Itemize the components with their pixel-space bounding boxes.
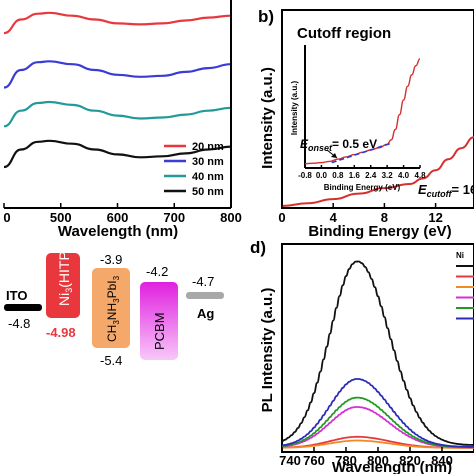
panel-a-series-line <box>3 100 232 128</box>
inset-ylabel: Intensity (a.u.) <box>290 81 299 136</box>
panel-b-x-ticks: 0 4 8 12 <box>278 203 443 225</box>
pcbm-label: PCBM <box>152 312 167 350</box>
ito-level <box>4 304 42 311</box>
panel-a-tick-label: 600 <box>107 210 129 225</box>
perovskite-label: CH3NH3PbI3 <box>105 275 121 342</box>
panel-d-x-ticks: 740 760 780 800 820 840 <box>279 447 453 468</box>
panel-a-x-ticks: 0 500 600 700 800 <box>3 203 242 225</box>
panel-b-tick-label: 8 <box>381 210 388 225</box>
panel-a-curves <box>3 11 232 169</box>
panel-b-label: b) <box>258 7 274 26</box>
panel-a-tick-label: 700 <box>163 210 185 225</box>
panel-a-legend-label: 30 nm <box>192 156 224 168</box>
nihitp-box <box>46 253 80 318</box>
ag-level <box>186 292 224 299</box>
inset-tick-label: 0.0 <box>316 171 328 180</box>
panel-d-frame <box>281 243 474 453</box>
panel-d-tick-label: 840 <box>431 453 453 468</box>
inset-onset-fit-line <box>331 142 392 164</box>
panel-d-tick-label: 780 <box>335 453 357 468</box>
inset-xlabel: Binding Energy (eV) <box>324 183 401 192</box>
ag-label: Ag <box>197 306 214 321</box>
panel-b-xlabel: Binding Energy (eV) <box>308 223 451 240</box>
pcbm-top-value: -4.2 <box>146 264 168 279</box>
panel-a-legend: 20 nm 30 nm 40 nm 50 nm <box>164 141 224 198</box>
panel-b-inset: Cutoff region -0.8 0.0 0.8 1.6 2.4 3.2 4.0 4.8 … <box>290 25 426 192</box>
panel-d-tick-label: 800 <box>367 453 389 468</box>
inset-arrowhead <box>331 153 337 158</box>
panel-b-series-line <box>281 136 474 207</box>
panel-d-xlabel: Wavelength (nm) <box>332 459 452 474</box>
panel-a-tick-label: 0 <box>3 210 10 225</box>
panel-d-label: d) <box>250 238 266 257</box>
panel-b-tick-label: 0 <box>278 210 285 225</box>
panel-b-frame <box>281 9 474 209</box>
pcbm-box <box>140 282 178 360</box>
inset-tick-label: -0.8 <box>298 171 312 180</box>
ito-label: ITO <box>6 288 27 303</box>
perovskite-bottom-value: -5.4 <box>100 353 122 368</box>
panel-d: d) PL Intensity (a.u.) 740 760 780 800 820 84… <box>250 238 474 474</box>
panel-b-tick-label: 12 <box>428 210 442 225</box>
panel-d-legend-title: Ni <box>456 251 464 260</box>
panel-a-legend-label: 50 nm <box>192 186 224 198</box>
panel-d-ylabel: PL Intensity (a.u.) <box>259 288 276 413</box>
inset-onset-annotation: Eonset= 0.5 eV <box>300 137 377 153</box>
panel-b-tick-label: 4 <box>330 210 338 225</box>
panel-d-series-line <box>281 260 474 446</box>
inset-tick-label: 3.2 <box>382 171 394 180</box>
inset-tick-label: 1.6 <box>349 171 361 180</box>
inset-tick-label: 2.4 <box>365 171 377 180</box>
perovskite-top-value: -3.9 <box>100 252 122 267</box>
panel-a: 0 500 600 700 800 Wavelength (nm) 20 nm 30 nm… <box>3 0 242 240</box>
ag-value: -4.7 <box>192 274 214 289</box>
inset-x-ticks: -0.8 0.0 0.8 1.6 2.4 3.2 4.0 4.8 <box>298 165 426 180</box>
panel-a-series-line <box>3 11 232 35</box>
panel-c-energy-diagram: ITO -4.8 Ni3(HITP)2 -4.98 -3.9 CH3NH3PbI… <box>4 242 224 368</box>
panel-d-tick-label: 820 <box>399 453 421 468</box>
panel-d-tick-label: 760 <box>303 453 325 468</box>
panel-d-tick-label: 740 <box>279 453 301 468</box>
panel-d-legend <box>456 265 474 320</box>
nihitp-label: Ni3(HITP)2 <box>56 242 74 306</box>
panel-d-series-line <box>281 378 474 448</box>
inset-title: Cutoff region <box>297 25 391 42</box>
panel-d-curves <box>281 260 474 449</box>
panel-a-legend-label: 40 nm <box>192 171 224 183</box>
inset-tick-label: 4.8 <box>414 171 426 180</box>
nihitp-value: -4.98 <box>46 325 76 340</box>
panel-a-series-line <box>3 60 232 89</box>
panel-a-xlabel: Wavelength (nm) <box>58 223 178 240</box>
perovskite-box <box>92 268 130 348</box>
panel-b-ylabel: Intensity (a.u.) <box>259 67 276 169</box>
inset-curves <box>304 58 421 165</box>
inset-tick-label: 4.0 <box>398 171 410 180</box>
inset-tick-label: 0.8 <box>332 171 344 180</box>
panel-a-tick-label: 800 <box>220 210 242 225</box>
panel-a-series-line <box>3 139 232 169</box>
panel-b-cutoff-annotation: Ecutoff= 16 <box>418 182 474 199</box>
panel-b: b) Intensity (a.u.) 0 4 8 12 Binding Energy… <box>258 7 474 240</box>
panel-b-curve <box>281 136 474 207</box>
panel-a-legend-label: 20 nm <box>192 141 224 153</box>
ito-value: -4.8 <box>8 316 30 331</box>
panel-a-tick-label: 500 <box>50 210 72 225</box>
